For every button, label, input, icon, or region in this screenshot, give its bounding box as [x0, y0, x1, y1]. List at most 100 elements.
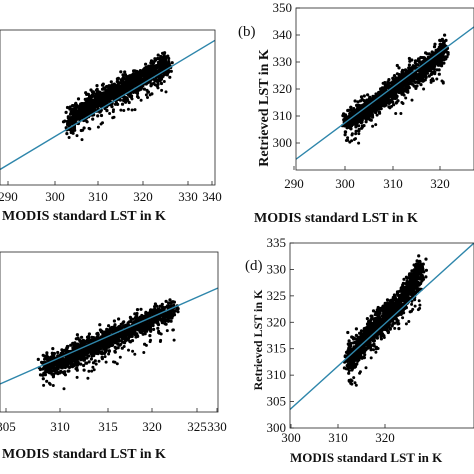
scatter-outlier	[105, 109, 109, 113]
scatter-point	[140, 317, 144, 321]
scatter-outlier	[122, 345, 126, 348]
scatter-point	[134, 73, 138, 77]
scatter-point	[354, 129, 358, 133]
x-tick-label: 290	[284, 176, 304, 191]
scatter-outlier	[387, 100, 391, 104]
x-axis-label-a: MODIS standard LST in K	[2, 209, 166, 224]
scatter-outlier	[75, 375, 79, 379]
scatter-point	[149, 82, 153, 86]
scatter-outlier	[350, 139, 354, 143]
scatter-point	[349, 108, 353, 112]
scatter-point	[148, 64, 152, 68]
scatter-point	[160, 302, 164, 306]
scatter-outlier	[136, 96, 140, 100]
scatter-point	[382, 96, 386, 100]
scatter-point	[98, 328, 102, 332]
scatter-outlier	[104, 360, 108, 364]
scatter-point	[435, 59, 440, 64]
scatter-point	[353, 99, 357, 103]
scatter-outlier	[422, 87, 426, 91]
scatter-point	[89, 95, 93, 99]
scatter-point	[76, 357, 80, 362]
scatter-point	[158, 57, 162, 61]
scatter-point	[45, 379, 49, 383]
scatter-point	[149, 67, 153, 71]
scatter-point	[391, 90, 395, 94]
scatter-point	[436, 63, 440, 67]
x-tick-label: 330	[207, 419, 227, 434]
scatter-point	[410, 82, 414, 86]
scatter-point	[438, 43, 443, 48]
scatter-point	[63, 363, 68, 367]
scatter-point	[52, 368, 56, 372]
scatter-point	[128, 330, 133, 334]
scatter-outlier	[144, 93, 148, 97]
scatter-point	[96, 98, 101, 102]
scatter-point	[127, 100, 131, 105]
scatter-outlier	[127, 348, 130, 352]
scatter-outlier	[158, 340, 162, 343]
scatter-outlier	[394, 101, 398, 105]
x-tick-label: 320	[430, 176, 450, 191]
scatter-outlier	[122, 109, 126, 112]
scatter-point	[127, 93, 131, 97]
scatter-point	[65, 359, 69, 363]
scatter-outlier	[67, 136, 71, 139]
axes-frame-c	[0, 251, 219, 413]
scatter-point	[443, 33, 447, 37]
scatter-point	[113, 84, 117, 88]
scatter-point	[99, 100, 103, 104]
plot-area-c	[0, 287, 218, 391]
scatter-point	[70, 353, 74, 358]
scatter-point	[407, 56, 411, 61]
scatter-point	[70, 359, 75, 363]
scatter-point	[386, 80, 390, 84]
scatter-point	[116, 342, 120, 346]
scatter-point	[143, 72, 147, 76]
scatter-point	[365, 100, 369, 104]
scatter-point	[167, 69, 171, 73]
scatter-point	[123, 83, 127, 87]
scatter-outlier	[172, 338, 176, 342]
scatter-point	[76, 352, 80, 356]
scatter-point	[357, 127, 361, 132]
scatter-point	[139, 307, 143, 311]
scatter-outlier	[171, 328, 175, 332]
scatter-point	[411, 74, 415, 78]
scatter-point	[156, 316, 160, 320]
scatter-outlier	[146, 90, 150, 94]
scatter-point	[85, 352, 89, 356]
scatter-point	[66, 115, 70, 119]
scatter-outlier	[344, 139, 348, 142]
scatter-point	[371, 309, 376, 313]
scatter-outlier	[157, 329, 161, 333]
scatter-point	[397, 66, 401, 70]
scatter-point	[357, 103, 361, 107]
scatter-point	[40, 361, 44, 365]
scatter-outlier	[374, 123, 378, 127]
scatter-point	[160, 63, 164, 67]
x-tick-label: 315	[98, 419, 118, 434]
scatter-point	[401, 69, 405, 73]
scatter-point	[114, 327, 119, 331]
scatter-point	[343, 354, 347, 358]
scatter-point	[149, 311, 154, 315]
scatter-point	[44, 355, 48, 359]
scatter-point	[73, 353, 78, 357]
scatter-outlier	[133, 352, 137, 356]
scatter-point	[51, 347, 55, 351]
scatter-point	[82, 354, 86, 358]
scatter-outlier	[360, 125, 364, 129]
scatter-point	[69, 357, 73, 361]
scatter-point	[65, 346, 69, 350]
scatter-point	[102, 347, 106, 351]
scatter-point	[48, 366, 52, 370]
scatter-point	[122, 88, 126, 92]
scatter-points-a	[61, 51, 174, 142]
scatter-point	[342, 112, 346, 116]
scatter-point	[419, 70, 423, 74]
scatter-point	[433, 42, 437, 46]
scatter-point	[50, 372, 54, 376]
scatter-point	[131, 331, 135, 336]
